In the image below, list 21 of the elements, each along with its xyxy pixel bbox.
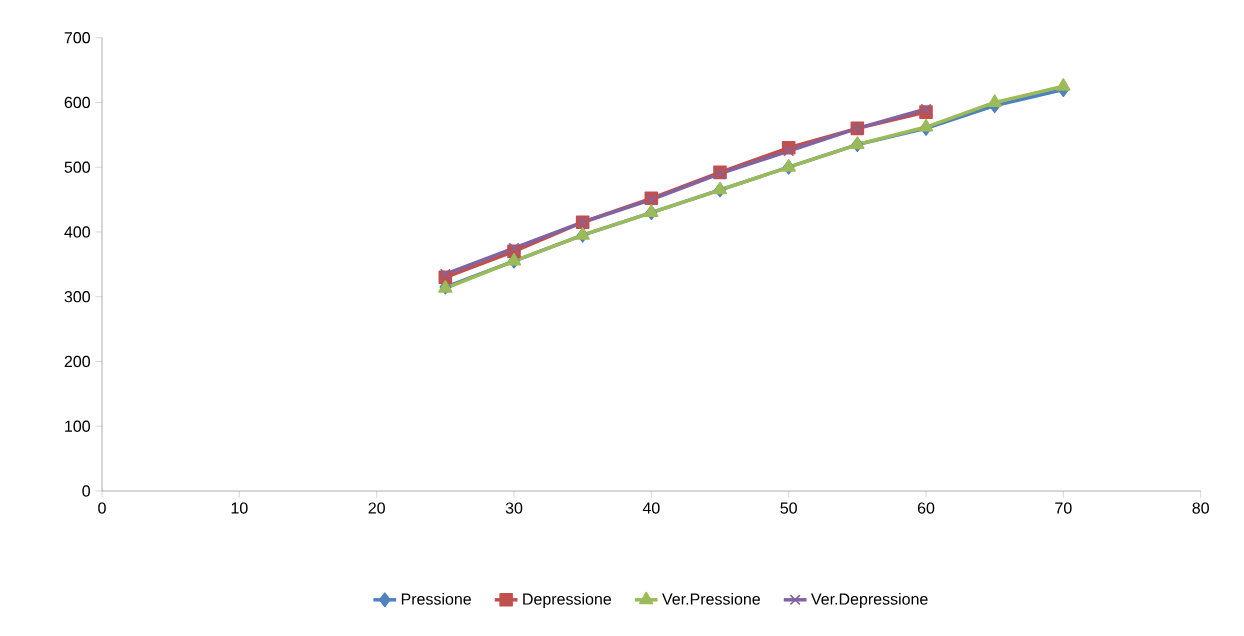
legend-label: Ver.Depressione: [811, 593, 928, 608]
x-tick-label: 0: [98, 502, 106, 514]
x-tick-label: 80: [1192, 502, 1209, 514]
y-tick-label: 200: [64, 355, 90, 368]
y-tick-label: 100: [65, 420, 90, 432]
x-tick-label: 40: [642, 502, 660, 514]
x-tick-label: 50: [780, 502, 797, 514]
y-tick-label: 500: [64, 161, 90, 173]
y-tick-label: 0: [82, 485, 91, 497]
x-tick-label: 60: [917, 502, 935, 514]
x-tick-label: 20: [368, 502, 385, 514]
y-tick-label: 600: [64, 96, 90, 109]
legend-label: Ver.Pressione: [662, 593, 760, 605]
x-tick-label: 10: [231, 502, 248, 514]
legend-label: Depressione: [523, 593, 612, 608]
legend-label: Pressione: [401, 593, 471, 605]
x-tick-label: 30: [505, 502, 523, 514]
x-tick-label: 70: [1055, 502, 1072, 514]
y-tick-label: 400: [64, 226, 90, 238]
y-tick-label: 300: [64, 291, 90, 303]
y-tick-label: 700: [64, 32, 90, 44]
